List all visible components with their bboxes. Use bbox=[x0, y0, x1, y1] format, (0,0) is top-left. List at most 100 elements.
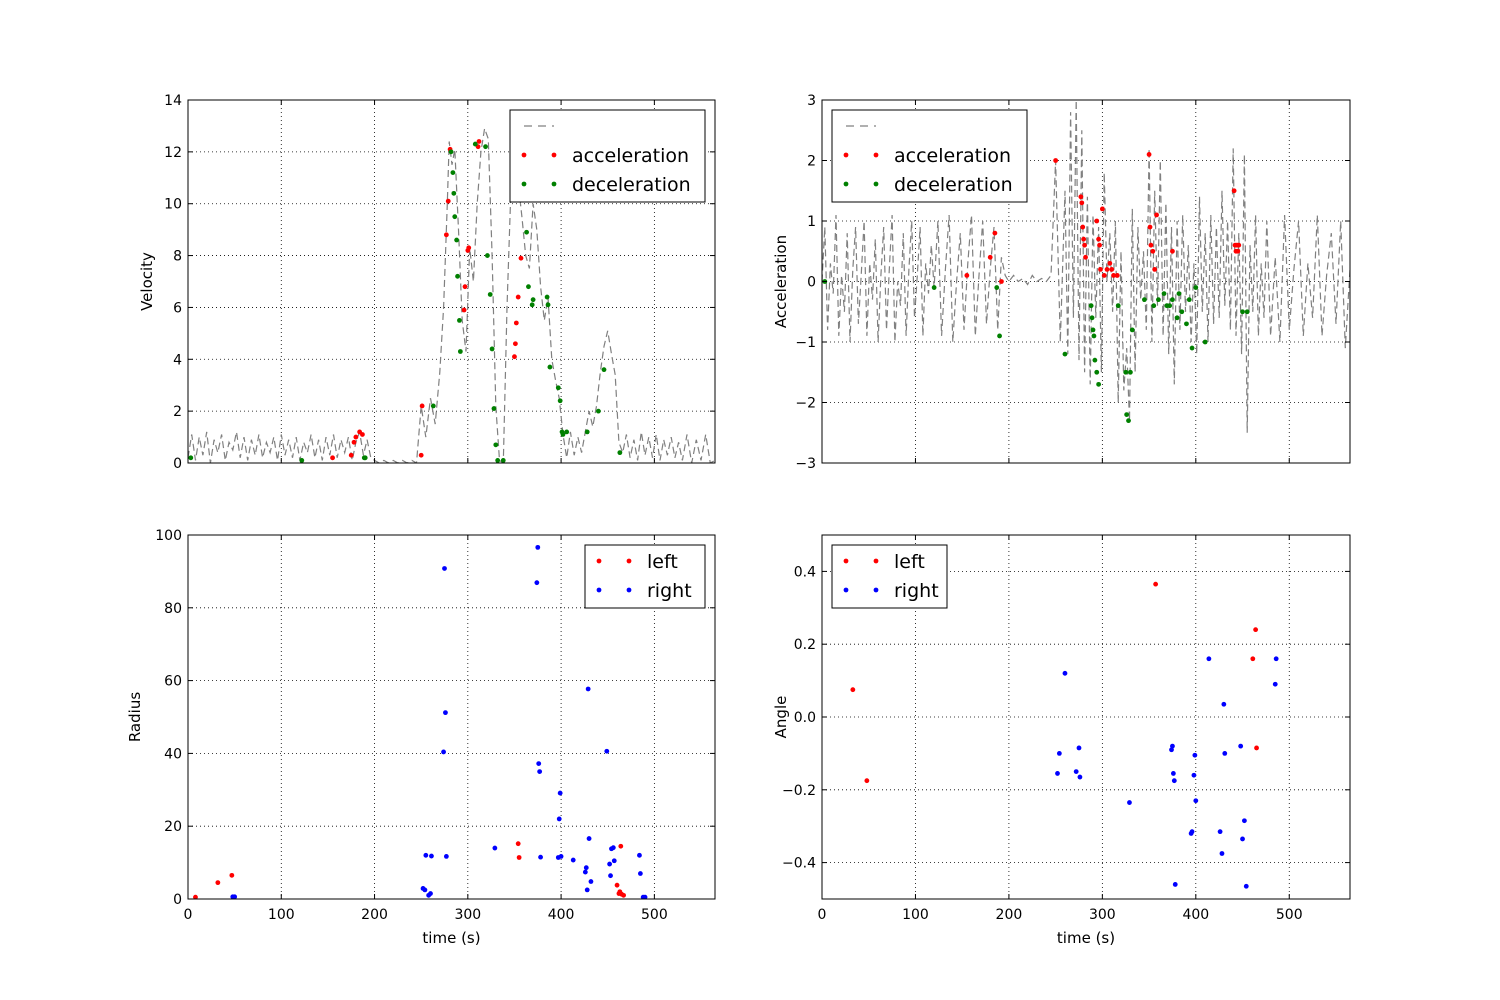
y-tick-label: 20 bbox=[164, 819, 182, 835]
x-tick-label: 400 bbox=[1182, 907, 1209, 923]
left-point bbox=[864, 778, 870, 784]
legend: acceleration deceleration bbox=[509, 109, 706, 203]
left-point bbox=[516, 855, 522, 860]
y-tick-label: 2 bbox=[807, 154, 816, 170]
deceleration-point bbox=[596, 408, 601, 414]
right-point bbox=[1062, 670, 1068, 676]
deceleration-point bbox=[555, 385, 561, 391]
x-tick-label: 100 bbox=[268, 907, 295, 923]
series-right bbox=[1055, 656, 1279, 889]
y-tick-label: 3 bbox=[807, 93, 816, 109]
deceleration-point bbox=[1142, 297, 1147, 303]
legend-label-deceleration: deceleration bbox=[572, 174, 691, 196]
acceleration-point bbox=[518, 255, 524, 261]
right-point bbox=[1189, 829, 1195, 835]
acceleration-point bbox=[1231, 188, 1237, 194]
right-point bbox=[1272, 681, 1278, 687]
series-acceleration bbox=[964, 152, 1242, 284]
right-point bbox=[1240, 836, 1245, 842]
deceleration-point bbox=[931, 285, 937, 290]
deceleration-point bbox=[455, 273, 460, 279]
x-tick-label: 200 bbox=[361, 907, 388, 923]
legend-dot-swatch bbox=[596, 558, 602, 564]
y-axis-label: Acceleration bbox=[772, 235, 790, 328]
y-tick-label: 100 bbox=[155, 528, 182, 544]
acceleration-point bbox=[461, 307, 467, 313]
deceleration-point bbox=[362, 455, 368, 461]
deceleration-point bbox=[1127, 369, 1133, 375]
deceleration-point bbox=[1176, 291, 1182, 296]
right-point bbox=[607, 861, 612, 867]
deceleration-point bbox=[617, 450, 623, 456]
deceleration-point bbox=[526, 284, 531, 290]
x-tick-label: 200 bbox=[996, 907, 1023, 923]
acceleration-point bbox=[1096, 236, 1102, 242]
deceleration-point bbox=[524, 229, 529, 235]
right-point bbox=[1076, 745, 1082, 751]
y-tick-label: 0.0 bbox=[794, 710, 816, 726]
acceleration-point bbox=[348, 452, 354, 458]
deceleration-point bbox=[457, 317, 462, 323]
acceleration-point bbox=[1236, 242, 1242, 248]
deceleration-point bbox=[452, 214, 458, 220]
acceleration-point bbox=[1079, 200, 1085, 206]
left-point bbox=[1250, 656, 1256, 662]
legend-label-acceleration: acceleration bbox=[894, 145, 1011, 167]
deceleration-point bbox=[1124, 412, 1130, 417]
y-tick-label: 80 bbox=[164, 601, 182, 617]
deceleration-point bbox=[1156, 297, 1161, 303]
legend-label-right: right bbox=[894, 580, 939, 602]
y-axis-label: Angle bbox=[772, 696, 790, 739]
legend-dot-swatch bbox=[873, 152, 879, 158]
acceleration-point bbox=[351, 439, 357, 445]
right-point bbox=[588, 879, 594, 884]
deceleration-point bbox=[188, 455, 194, 461]
y-tick-label: 6 bbox=[173, 300, 182, 316]
deceleration-point bbox=[1170, 297, 1175, 303]
deceleration-point bbox=[1092, 357, 1098, 363]
legend-box bbox=[831, 544, 948, 609]
left-point bbox=[850, 687, 856, 693]
acceleration-point bbox=[476, 139, 482, 144]
x-axis-label: time (s) bbox=[1057, 929, 1115, 947]
acceleration-point bbox=[1083, 254, 1088, 260]
acceleration-point bbox=[360, 432, 365, 437]
deceleration-point bbox=[1090, 327, 1096, 333]
series-line bbox=[188, 128, 715, 463]
x-tick-label: 0 bbox=[184, 907, 193, 923]
deceleration-point bbox=[545, 302, 551, 308]
right-point bbox=[492, 845, 498, 851]
deceleration-point bbox=[430, 403, 436, 409]
plot-area bbox=[193, 544, 648, 899]
right-point bbox=[582, 869, 588, 875]
acceleration-point bbox=[1104, 267, 1110, 272]
acceleration-point bbox=[443, 232, 449, 238]
right-point bbox=[535, 544, 541, 550]
deceleration-point bbox=[1129, 327, 1135, 333]
y-tick-label: 4 bbox=[173, 352, 182, 368]
legend-dot-swatch bbox=[843, 587, 849, 593]
right-point bbox=[538, 854, 543, 860]
right-point bbox=[1222, 751, 1228, 756]
acceleration-point bbox=[1111, 273, 1116, 278]
x-axis-label: time (s) bbox=[422, 929, 480, 947]
right-point bbox=[232, 894, 238, 899]
x-tick-label: 500 bbox=[1276, 907, 1303, 923]
x-tick-label: 300 bbox=[454, 907, 481, 923]
y-tick-label: 0.2 bbox=[794, 637, 816, 653]
right-point bbox=[428, 891, 433, 896]
right-point bbox=[1169, 747, 1174, 753]
legend: left right bbox=[831, 544, 948, 609]
acceleration-point bbox=[419, 403, 425, 409]
legend-dot-swatch bbox=[873, 587, 879, 593]
acceleration-point bbox=[512, 354, 517, 360]
right-point bbox=[1217, 829, 1223, 835]
right-point bbox=[1172, 882, 1178, 887]
deceleration-point bbox=[299, 458, 305, 463]
legend-dot-swatch bbox=[873, 181, 879, 187]
right-point bbox=[637, 852, 642, 858]
left-point bbox=[215, 880, 221, 886]
acceleration-point bbox=[445, 198, 451, 204]
legend-label-left: left bbox=[647, 551, 678, 573]
right-point bbox=[1127, 800, 1132, 805]
